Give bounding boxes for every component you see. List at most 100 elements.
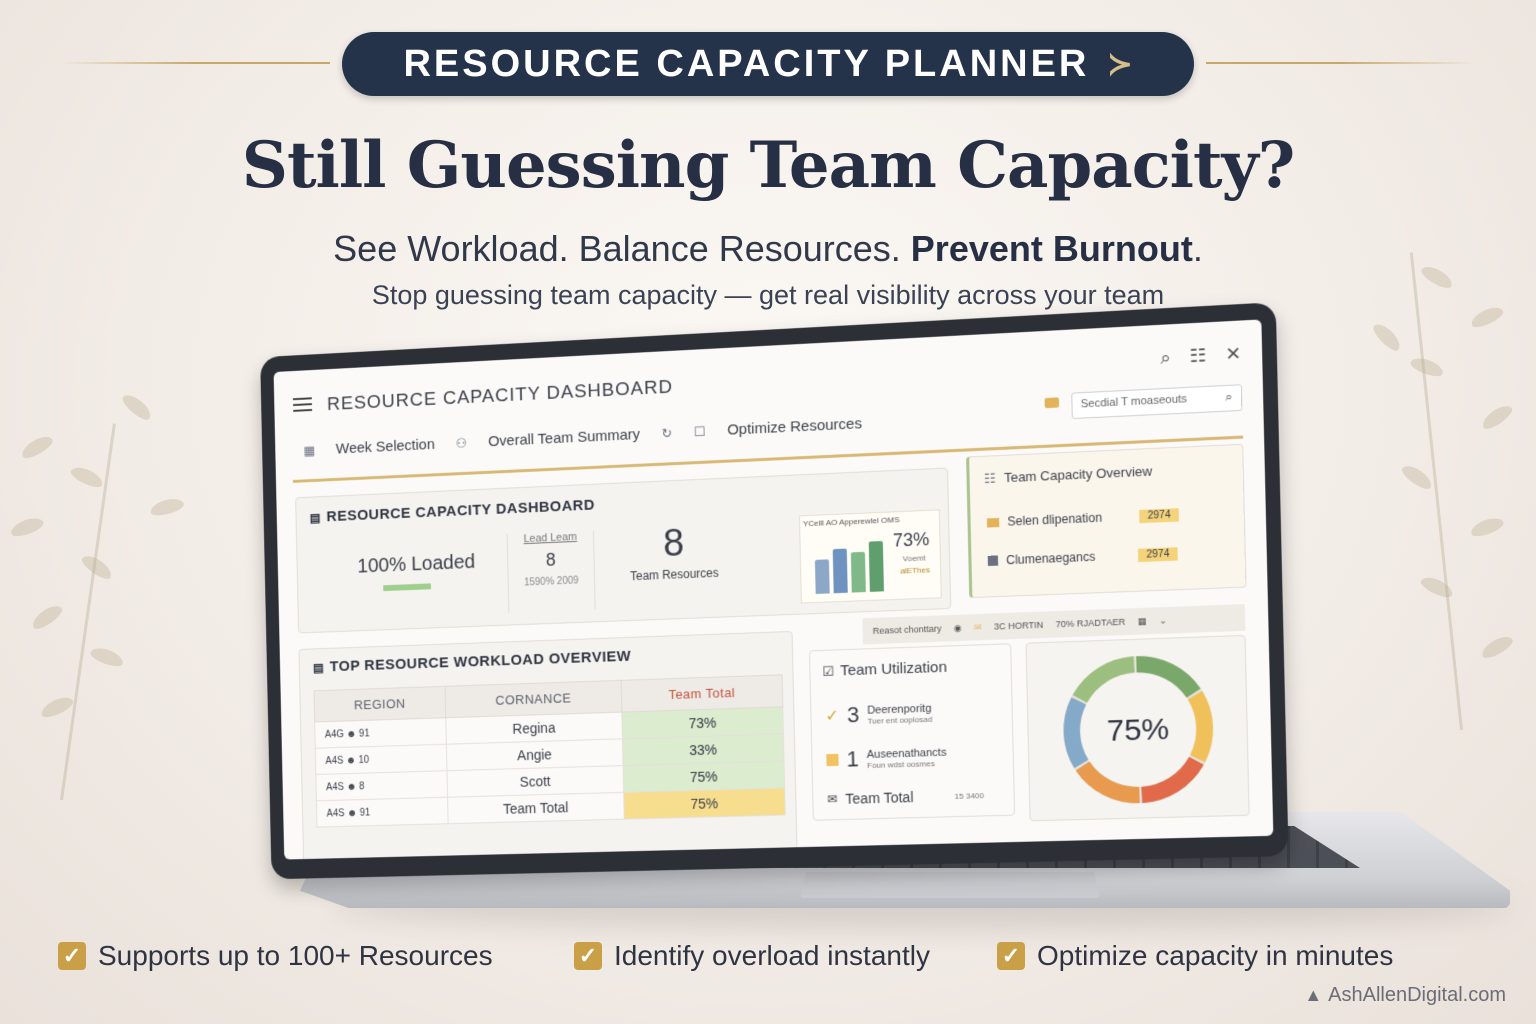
mail-icon xyxy=(987,517,999,527)
donut-segment xyxy=(1083,764,1140,796)
capacity-overview-title: ☷ Team Capacity Overview xyxy=(984,463,1153,487)
row-name: Team Total xyxy=(448,792,625,823)
mini-chart-note2: alEThes xyxy=(900,565,930,575)
resources-label: Team Resources xyxy=(620,565,729,583)
lead-label: Lead Leam xyxy=(508,530,594,545)
utilization-text: Auseenathancts Foun wdst oosmes xyxy=(867,746,947,769)
filter-mid2[interactable]: 70% RJADTAER xyxy=(1056,617,1126,630)
refresh-icon[interactable]: ↻ xyxy=(661,425,672,441)
feature-text: Optimize capacity in minutes xyxy=(1037,940,1393,972)
utilization-panel: ☑ Team Utilization ✓ 3 Deerenporitg Tuer e… xyxy=(809,643,1015,821)
row-tag: A4G xyxy=(325,729,344,740)
capacity-item-label: Clumenaegancs xyxy=(1006,548,1130,567)
workload-panel: ▤ TOP RESOURCE WORKLOAD OVERVIEW REGION C… xyxy=(298,631,797,860)
summary-title: ▤ RESOURCE CAPACITY DASHBOARD xyxy=(310,497,595,526)
capacity-item-badge: 2974 xyxy=(1139,508,1179,523)
summary-title-text: RESOURCE CAPACITY DASHBOARD xyxy=(326,497,595,526)
banner-pill: RESOURCE CAPACITY PLANNER ≻ xyxy=(342,32,1194,96)
utilization-num: 1 xyxy=(846,746,859,772)
search-input[interactable]: Secdial T moaseouts ⌕ xyxy=(1071,384,1242,419)
utilization-donut: 75% xyxy=(1053,645,1223,813)
person-icon: ☻ xyxy=(346,781,356,792)
utilization-sub: Tuer ent ooplosad xyxy=(867,714,932,725)
capacity-overview-panel: ☷ Team Capacity Overview Selen dlipenatio… xyxy=(966,444,1246,598)
team-summary-button[interactable]: Overall Team Summary xyxy=(488,426,640,450)
capacity-item[interactable]: Clumenaegancs 2974 xyxy=(988,546,1178,568)
team-icon: ⚇ xyxy=(456,435,468,451)
mini-bar xyxy=(833,549,848,594)
document-icon: ▤ xyxy=(310,511,321,525)
capacity-item-badge: 2974 xyxy=(1138,547,1178,562)
list-icon[interactable]: ☷ xyxy=(1189,345,1206,367)
mini-bar xyxy=(869,541,884,592)
week-selection-button[interactable]: Week Selection xyxy=(336,436,435,457)
triangle-logo-icon: ▲ xyxy=(1304,985,1322,1006)
tagline: Stop guessing team capacity — get real v… xyxy=(0,280,1536,311)
grid-icon[interactable]: ▦ xyxy=(1138,615,1147,627)
mini-chart-pct: 73% xyxy=(893,529,930,552)
capacity-item[interactable]: Selen dlipenation 2974 xyxy=(987,507,1179,529)
utilization-num: 3 xyxy=(847,702,860,729)
utilization-text: Deerenporitg Tuer ent ooplosad xyxy=(867,702,932,725)
toolbar: ▦ Week Selection ⚇ Overall Team Summary … xyxy=(303,415,862,459)
feature-item: ✓ Supports up to 100+ Resources xyxy=(58,940,493,972)
donut-segment xyxy=(1141,761,1197,795)
calendar-icon: ▦ xyxy=(303,442,315,458)
banner: RESOURCE CAPACITY PLANNER ≻ xyxy=(0,32,1536,96)
square-icon xyxy=(988,555,998,566)
row-pct: 75% xyxy=(624,788,785,819)
checkbox-icon[interactable]: ☐ xyxy=(694,423,706,439)
feature-item: ✓ Optimize capacity in minutes xyxy=(997,940,1393,972)
mini-bar xyxy=(851,552,866,593)
hamburger-menu-icon[interactable] xyxy=(293,397,312,412)
person-icon: ☻ xyxy=(346,728,356,739)
checkbox-icon: ☑ xyxy=(822,664,834,679)
utilization-title-text: Team Utilization xyxy=(840,659,947,680)
window-controls: ⌕ ☷ ✕ xyxy=(1160,343,1241,369)
row-tag: A4S xyxy=(326,808,344,819)
mini-bar xyxy=(815,559,830,594)
mini-chart: YCelll AO Apperewlel OMS 73% Voemt alETh… xyxy=(799,509,942,603)
donut-segment xyxy=(1071,701,1081,764)
mini-chart-caption: YCelll AO Apperewlel OMS xyxy=(800,510,939,531)
utilization-row[interactable]: ✓ 3 Deerenporitg Tuer ent ooplosad xyxy=(825,700,932,730)
utilization-title: ☑ Team Utilization xyxy=(822,659,947,680)
check-icon: ✓ xyxy=(825,706,839,726)
filter-mid1[interactable]: 3C HORTIN xyxy=(994,620,1044,632)
chevron-down-icon[interactable]: ⌄ xyxy=(1159,615,1167,627)
row-num: 91 xyxy=(359,728,370,739)
banner-rule-left xyxy=(60,62,330,64)
utilization-row[interactable]: 1 Auseenathancts Foun wdst oosmes xyxy=(826,744,947,774)
row-tag: A4S xyxy=(326,782,344,793)
col-region[interactable]: REGION xyxy=(314,686,446,722)
magnifier-icon[interactable]: ⌕ xyxy=(1225,389,1233,406)
loaded-kpi: 100% Loaded xyxy=(335,550,498,593)
optimize-resources-button[interactable]: Optimize Resources xyxy=(727,415,862,439)
mail-icon[interactable] xyxy=(1045,397,1060,408)
filter-left[interactable]: Reasot chonttary xyxy=(873,623,942,636)
banner-rule-right xyxy=(1206,62,1476,64)
checkbox-icon: ✓ xyxy=(574,942,602,970)
col-team-total[interactable]: Team Total xyxy=(622,675,783,712)
subhead-text: See Workload. Balance Resources. xyxy=(333,228,911,269)
row-num: 91 xyxy=(360,807,371,818)
utilization-footer[interactable]: ✉ Team Total 15 3400 xyxy=(827,786,1010,807)
workload-table: REGION CORNANCE Team Total A4G ☻ 91 Regi… xyxy=(314,674,786,827)
search-icon[interactable]: ⌕ xyxy=(1160,347,1171,369)
person-icon: ☻ xyxy=(347,807,357,818)
close-icon[interactable]: ✕ xyxy=(1225,343,1241,365)
resources-kpi: 8 Team Resources xyxy=(619,521,729,584)
feature-text: Supports up to 100+ Resources xyxy=(98,940,493,972)
dashboard-screen: RESOURCE CAPACITY DASHBOARD ⌕ ☷ ✕ ▦ Week… xyxy=(274,319,1274,859)
mail-icon[interactable]: ✉ xyxy=(974,621,982,632)
brand-text: AshAllenDigital.com xyxy=(1328,984,1506,1007)
eye-icon[interactable]: ◉ xyxy=(954,622,962,633)
mail-icon: ✉ xyxy=(827,792,837,806)
loaded-value: 100% Loaded xyxy=(335,550,498,579)
capacity-overview-title-text: Team Capacity Overview xyxy=(1004,463,1153,485)
table-icon: ☷ xyxy=(984,470,996,486)
subhead: See Workload. Balance Resources. Prevent… xyxy=(0,228,1536,270)
list-icon: ▤ xyxy=(313,661,324,675)
app-title: RESOURCE CAPACITY DASHBOARD xyxy=(327,377,673,416)
checkbox-icon: ✓ xyxy=(997,942,1025,970)
